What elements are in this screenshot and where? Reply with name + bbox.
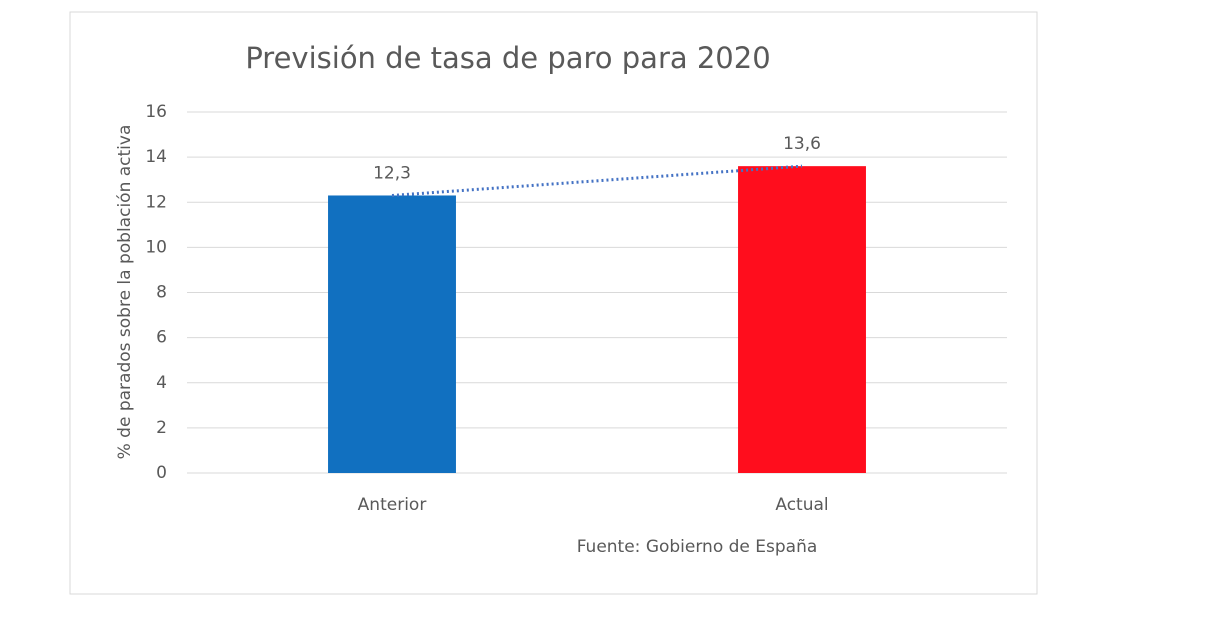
- y-tick-label: 8: [156, 283, 167, 303]
- x-tick-label: Anterior: [358, 495, 427, 515]
- bar: [328, 195, 456, 473]
- data-label: 12,3: [373, 163, 411, 183]
- data-label: 13,6: [783, 134, 821, 154]
- y-axis-label: % de parados sobre la población activa: [115, 125, 135, 460]
- y-tick-label: 14: [145, 147, 167, 167]
- chart-title: Previsión de tasa de paro para 2020: [245, 41, 770, 75]
- y-tick-label: 2: [156, 418, 167, 438]
- x-tick-label: Actual: [775, 495, 828, 515]
- bar: [738, 166, 866, 473]
- chart-frame: [69, 11, 1038, 595]
- y-tick-label: 16: [145, 102, 167, 122]
- y-tick-label: 0: [156, 463, 167, 483]
- y-tick-label: 4: [156, 373, 167, 393]
- trend-line: [391, 164, 803, 197]
- y-tick-label: 12: [145, 192, 167, 212]
- y-tick-label: 6: [156, 328, 167, 348]
- y-tick-label: 10: [145, 237, 167, 257]
- source-note: Fuente: Gobierno de España: [577, 537, 818, 557]
